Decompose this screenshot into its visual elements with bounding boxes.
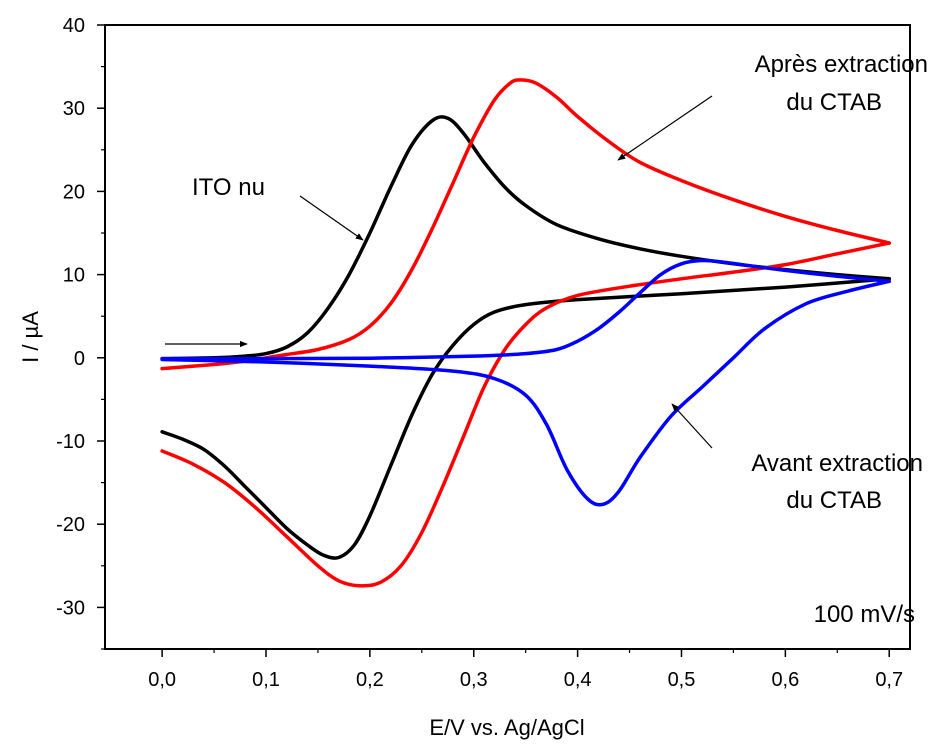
annotation-scan-rate: 100 mV/s — [814, 601, 915, 628]
y-tick-label: 10 — [63, 265, 85, 287]
x-tick-label: 0,3 — [460, 669, 488, 691]
series-ito-nu-forward-scan — [160, 115, 891, 361]
y-tick-label: 20 — [63, 181, 85, 203]
x-tick-label: 0,2 — [356, 669, 384, 691]
x-tick-label: 0,6 — [771, 669, 799, 691]
annotation-ito-arrow — [299, 195, 364, 241]
y-axis-ticks: -30 -20 -10 0 10 20 30 40 — [56, 15, 105, 650]
series-ito-nu-reverse-scan — [160, 277, 891, 560]
annotation-avant-line2: du CTAB — [786, 487, 882, 514]
x-axis-ticks: 0,0 0,1 0,2 0,3 0,4 0,5 0,6 0,7 — [148, 649, 903, 691]
x-tick-label: 0,1 — [252, 669, 280, 691]
x-tick-label: 0,4 — [564, 669, 592, 691]
annotation-apres-arrow — [617, 95, 713, 161]
x-tick-label: 0,5 — [668, 669, 696, 691]
y-tick-label: 30 — [63, 98, 85, 120]
series-avant-extraction-reverse-scan — [160, 279, 891, 507]
y-tick-label: -20 — [56, 514, 85, 536]
y-tick-label: -30 — [56, 597, 85, 619]
x-tick-label: 0,7 — [875, 669, 903, 691]
y-axis-title: I / µA — [18, 311, 43, 363]
y-tick-label: 0 — [74, 348, 85, 370]
series-avant-extraction-forward-scan — [160, 258, 891, 361]
annotation-apres-line2: du CTAB — [786, 89, 882, 116]
x-tick-label: 0,0 — [148, 669, 176, 691]
x-axis-title: E/V vs. Ag/AgCl — [429, 715, 584, 740]
plot-frame — [104, 24, 911, 650]
annotation-apres-line1: Après extraction — [755, 51, 928, 78]
y-tick-label: -10 — [56, 431, 85, 453]
series-apres-extraction-forward-scan — [160, 78, 891, 371]
annotation-ito-nu: ITO nu — [192, 174, 265, 201]
series-apres-extraction-reverse-scan — [160, 241, 891, 588]
annotation-avant-line1: Avant extraction — [751, 450, 923, 477]
series-layer — [160, 78, 891, 588]
y-tick-label: 40 — [63, 15, 85, 37]
annotation-avant-arrow — [671, 403, 713, 449]
